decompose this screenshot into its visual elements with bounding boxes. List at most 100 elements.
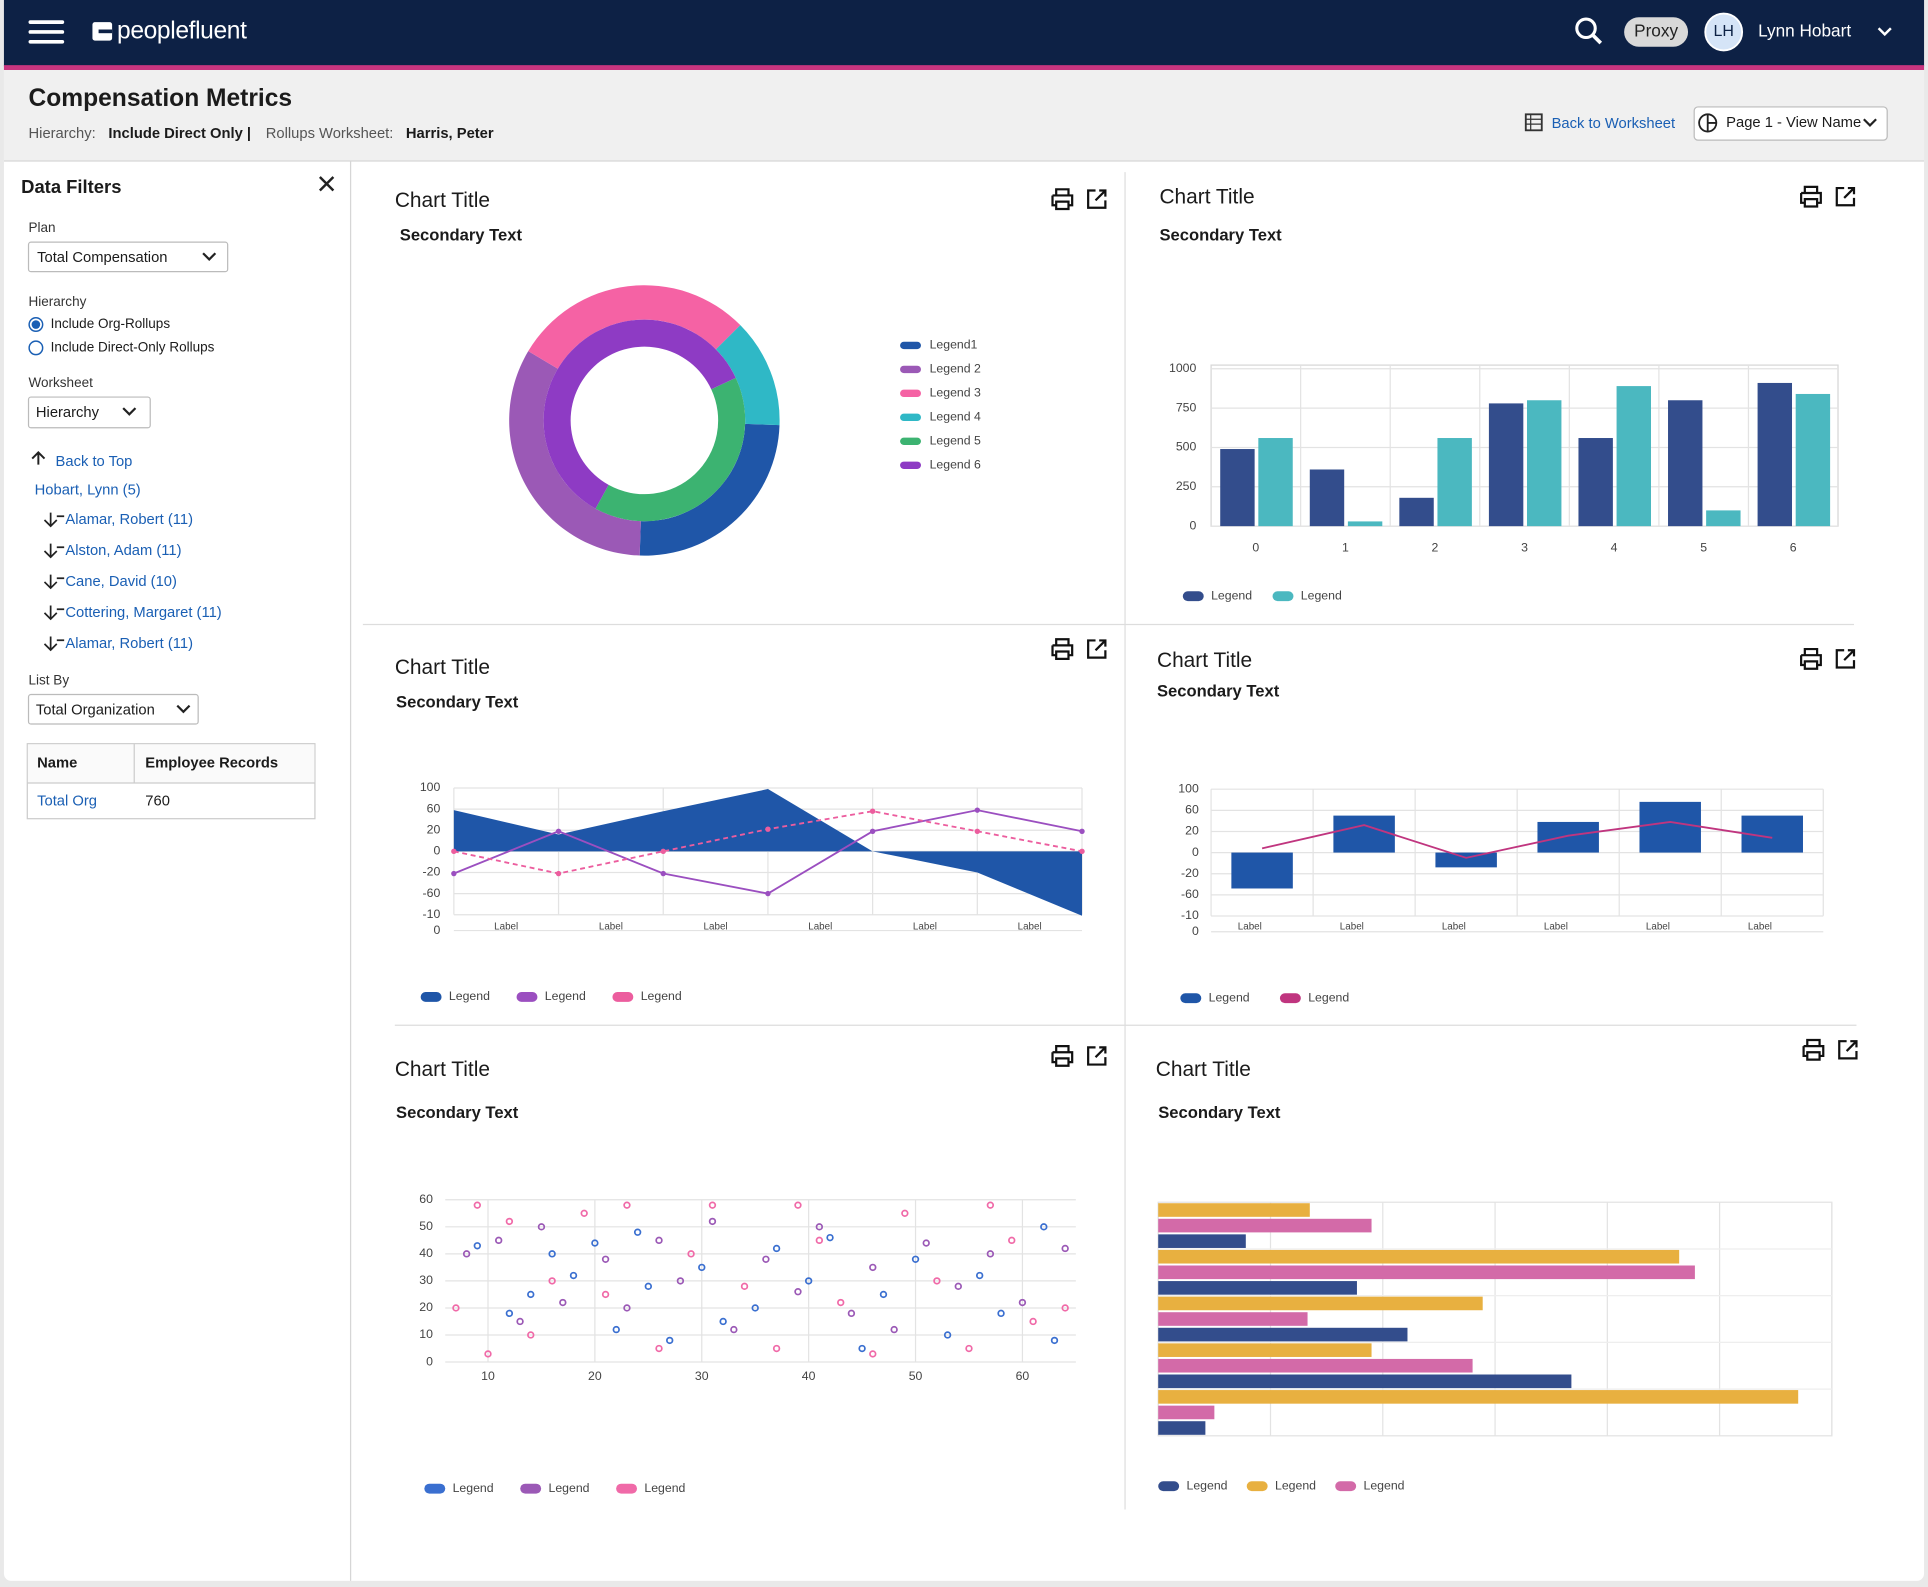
view-icon-split xyxy=(1706,114,1717,132)
x-tick-label: 0 xyxy=(1252,541,1259,555)
print-icon[interactable] xyxy=(1800,647,1822,670)
x-tick-label: Label xyxy=(808,921,832,932)
point xyxy=(954,1282,962,1291)
top-bar xyxy=(3,0,1925,67)
chart-title: Chart Title xyxy=(395,1058,490,1081)
legend-label: Legend 4 xyxy=(930,410,981,424)
bar xyxy=(1706,510,1741,527)
select-chevron xyxy=(202,252,217,261)
table-cell: 760 xyxy=(145,793,170,809)
x-tick-label: Label xyxy=(1340,921,1364,932)
bar xyxy=(1220,449,1255,527)
point xyxy=(580,1209,588,1217)
down-arrow xyxy=(43,574,65,590)
tree-child[interactable]: Alston, Adam (11) xyxy=(65,543,181,559)
print-icon[interactable] xyxy=(1800,185,1822,208)
point xyxy=(559,1298,567,1307)
x-tick-label: 2 xyxy=(1432,541,1439,555)
open-icon[interactable] xyxy=(1087,639,1107,659)
line xyxy=(1261,821,1773,859)
chart-subtitle: Secondary Text xyxy=(1159,225,1282,244)
print-icon[interactable] xyxy=(1802,1038,1825,1061)
search-icon[interactable] xyxy=(1575,17,1597,40)
open-icon[interactable] xyxy=(1838,1040,1858,1060)
point xyxy=(484,1350,492,1358)
point xyxy=(1079,848,1085,855)
legend-label: Legend xyxy=(641,989,682,1003)
open-icon[interactable] xyxy=(1835,649,1856,669)
bar xyxy=(1537,821,1599,853)
open-icon[interactable] xyxy=(1835,186,1856,207)
y-tick-label: -20 xyxy=(423,865,441,879)
tree-child[interactable]: Cottering, Margaret (11) xyxy=(65,605,221,621)
y-tick-label: 100 xyxy=(420,780,441,794)
point xyxy=(911,1255,920,1263)
bar xyxy=(1158,1203,1310,1217)
close-icon[interactable] xyxy=(318,176,335,192)
point xyxy=(698,1263,706,1272)
point xyxy=(869,1263,877,1272)
print-icon[interactable] xyxy=(1051,1045,1074,1067)
meta-label: Rollups Worksheet: xyxy=(266,126,394,142)
y-tick-label: -10 xyxy=(423,907,441,921)
legend-swatch xyxy=(520,1483,542,1494)
x-tick-label: 30 xyxy=(695,1369,709,1383)
back-link[interactable]: Back to Worksheet xyxy=(1552,116,1676,132)
point xyxy=(612,1325,620,1334)
select-chevron xyxy=(122,407,137,416)
print-icon[interactable] xyxy=(1051,188,1074,211)
legend-swatch xyxy=(900,437,921,445)
open-icon[interactable] xyxy=(1087,189,1107,209)
list-by-select[interactable] xyxy=(27,693,199,725)
point xyxy=(676,1277,685,1285)
point xyxy=(869,808,876,814)
bar xyxy=(1616,386,1651,527)
bar xyxy=(1158,1296,1483,1311)
point xyxy=(1061,1304,1069,1312)
x-tick-label: 4 xyxy=(1611,541,1618,555)
x-tick-label: Label xyxy=(1748,921,1772,932)
filters-title: Data Filters xyxy=(21,176,121,197)
radio[interactable] xyxy=(28,340,44,356)
table-cell[interactable]: Total Org xyxy=(37,793,97,809)
tree-root[interactable]: Hobart, Lynn (5) xyxy=(35,482,141,498)
worksheet-icon-grid xyxy=(1525,114,1542,131)
tree-child[interactable]: Alamar, Robert (11) xyxy=(65,636,193,652)
user-name[interactable]: Lynn Hobart xyxy=(1758,21,1851,41)
user-chevron xyxy=(1877,27,1892,37)
view-select[interactable] xyxy=(1693,106,1888,141)
worksheet-select[interactable] xyxy=(27,396,151,429)
tree-child[interactable]: Cane, David (10) xyxy=(65,574,177,590)
proxy-pill[interactable] xyxy=(1624,17,1689,47)
legend-label: Legend xyxy=(1308,990,1349,1004)
x-tick-label: 60 xyxy=(1016,1369,1030,1383)
legend-swatch xyxy=(900,461,921,469)
point xyxy=(933,1277,941,1285)
x-tick-label: Label xyxy=(494,921,518,932)
x-tick-label: Label xyxy=(1544,921,1568,932)
plan-select[interactable] xyxy=(27,241,229,273)
y-tick-label: 0 xyxy=(426,1354,433,1368)
tree-child[interactable]: Alamar, Robert (11) xyxy=(65,512,193,528)
point xyxy=(794,1288,802,1296)
chart-subtitle: Secondary Text xyxy=(396,693,519,712)
x-tick-label: Label xyxy=(704,921,728,932)
donut-segment xyxy=(509,351,641,556)
print-icon[interactable] xyxy=(1051,638,1074,661)
bar xyxy=(1333,815,1395,853)
y-tick-label: 60 xyxy=(427,801,441,815)
point xyxy=(974,807,981,813)
chart-title: Chart Title xyxy=(395,656,490,679)
point xyxy=(815,1223,824,1231)
legend-swatch xyxy=(420,992,442,1002)
point xyxy=(569,1271,578,1280)
bar xyxy=(1231,852,1293,889)
open-icon[interactable] xyxy=(1087,1046,1107,1066)
bar xyxy=(1578,438,1613,527)
back-to-top[interactable]: Back to Top xyxy=(56,454,133,470)
worksheet-icon xyxy=(1524,113,1543,132)
point xyxy=(943,1331,952,1339)
bar xyxy=(1158,1421,1206,1435)
bar xyxy=(1158,1234,1246,1248)
